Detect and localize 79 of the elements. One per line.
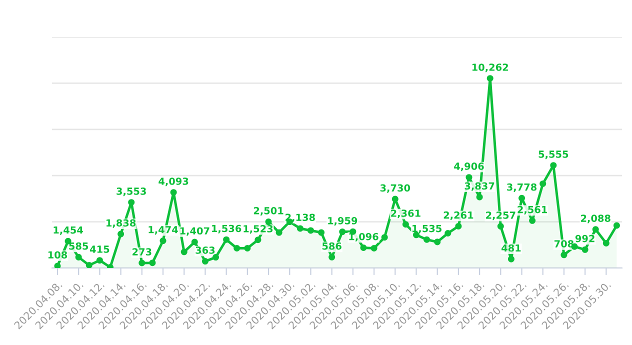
data-label: 108 [48, 251, 68, 259]
data-label: 2,501 [254, 206, 284, 216]
point [318, 229, 325, 236]
data-label: 1,096 [349, 232, 378, 242]
point [434, 238, 441, 246]
data-label: 1,959 [328, 217, 358, 226]
data-label: 1,536 [212, 224, 242, 234]
point [592, 226, 599, 233]
point [191, 238, 198, 246]
point [518, 194, 526, 202]
point [370, 244, 378, 252]
point [118, 230, 124, 238]
point [276, 229, 282, 236]
point [128, 199, 135, 206]
point [212, 254, 220, 261]
point [560, 252, 568, 258]
point [613, 222, 620, 229]
point [476, 194, 483, 200]
data-label: 10,262 [472, 64, 508, 72]
data-label: 1,407 [180, 227, 210, 236]
point [328, 254, 336, 260]
point [234, 244, 240, 252]
point [202, 258, 208, 265]
point [508, 256, 514, 262]
data-label: 585 [69, 242, 88, 250]
data-label: 1,523 [244, 225, 273, 234]
data-label: 2,261 [444, 211, 474, 220]
point [223, 236, 230, 243]
point [96, 257, 103, 264]
point [381, 234, 388, 241]
point [444, 230, 452, 237]
point [455, 222, 462, 230]
data-label: 992 [575, 234, 594, 242]
data-label: 415 [90, 246, 110, 253]
data-label: 2,257 [486, 211, 516, 220]
point [160, 238, 166, 244]
point [149, 260, 156, 266]
point [180, 248, 188, 256]
data-label: 3,837 [464, 182, 494, 191]
point [540, 180, 546, 187]
point [360, 244, 367, 252]
point [602, 240, 610, 246]
point [296, 225, 304, 232]
data-label: 363 [196, 246, 215, 254]
data-label: 586 [322, 242, 342, 250]
data-label: 273 [132, 248, 152, 256]
point [550, 162, 557, 169]
data-label: 2,088 [581, 214, 610, 224]
point [307, 227, 314, 234]
point [75, 254, 82, 260]
data-label: 1,454 [54, 226, 83, 235]
point [392, 196, 398, 202]
data-label: 481 [502, 244, 521, 252]
data-label: 3,553 [116, 188, 146, 196]
data-label: 1,474 [148, 226, 178, 235]
point [497, 223, 504, 230]
data-label: 3,730 [380, 184, 410, 193]
point [54, 262, 61, 268]
point [486, 75, 494, 82]
data-label: 4,906 [454, 162, 484, 172]
data-label: 3,778 [507, 183, 537, 192]
point [424, 236, 430, 243]
data-label: 4,093 [158, 178, 188, 186]
data-label: 2,361 [391, 210, 420, 218]
point [466, 174, 472, 181]
point [529, 217, 536, 224]
data-label: 1,838 [106, 219, 136, 228]
point [138, 260, 146, 266]
data-label: 2,561 [518, 206, 548, 214]
point [244, 244, 251, 252]
point [170, 189, 177, 196]
point [402, 221, 409, 228]
point [254, 236, 262, 244]
data-label: 5,555 [538, 150, 568, 160]
point [86, 262, 92, 268]
point [339, 228, 346, 236]
data-label: 1,535 [412, 224, 442, 234]
point [265, 218, 272, 226]
point [582, 246, 588, 253]
